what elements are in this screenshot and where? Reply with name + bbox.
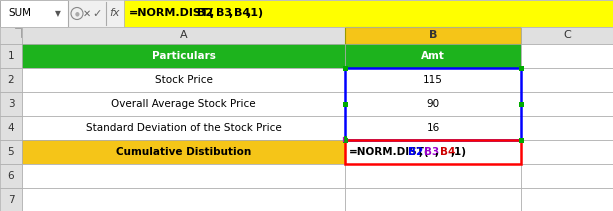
Bar: [22, 164, 345, 188]
Text: ▼: ▼: [55, 9, 61, 18]
Bar: [343, 138, 348, 142]
Text: B4: B4: [440, 147, 455, 157]
Text: 16: 16: [427, 123, 440, 133]
Bar: [519, 65, 524, 70]
Text: =NORM.DIST(: =NORM.DIST(: [129, 8, 215, 19]
Bar: [519, 101, 524, 107]
Text: =NORM.DIST(: =NORM.DIST(: [349, 147, 430, 157]
Text: ,: ,: [210, 8, 214, 19]
Text: A: A: [180, 31, 188, 41]
Bar: [521, 140, 613, 164]
Text: C: C: [563, 31, 571, 41]
Text: 6: 6: [8, 171, 14, 181]
Text: ,: ,: [435, 147, 438, 157]
Text: ✕: ✕: [83, 8, 91, 19]
Bar: [521, 92, 613, 116]
Bar: [0, 164, 22, 188]
Bar: [0, 92, 22, 116]
Bar: [22, 44, 345, 68]
Text: 115: 115: [423, 75, 443, 85]
Bar: [521, 116, 613, 140]
Bar: [521, 188, 613, 211]
Text: ✓: ✓: [93, 8, 102, 19]
Text: Stock Price: Stock Price: [154, 75, 213, 85]
Bar: [22, 68, 345, 92]
Bar: [22, 188, 345, 211]
Bar: [0, 0, 613, 27]
Bar: [521, 27, 613, 44]
Bar: [22, 27, 345, 44]
Text: 4: 4: [8, 123, 14, 133]
Bar: [345, 44, 521, 68]
Bar: [345, 164, 521, 188]
Text: ,1): ,1): [247, 8, 264, 19]
Bar: [0, 116, 22, 140]
Bar: [521, 68, 613, 92]
Bar: [521, 164, 613, 188]
Text: B4: B4: [234, 8, 251, 19]
Text: 90: 90: [427, 99, 440, 109]
Bar: [0, 68, 22, 92]
Bar: [0, 188, 22, 211]
Text: Cumulative Distibution: Cumulative Distibution: [116, 147, 251, 157]
Bar: [343, 65, 348, 70]
Text: ●: ●: [75, 11, 79, 16]
Text: 5: 5: [8, 147, 14, 157]
Text: SUM: SUM: [8, 8, 31, 19]
Text: B: B: [429, 31, 437, 41]
Bar: [0, 27, 22, 44]
Text: 3: 3: [8, 99, 14, 109]
Bar: [22, 140, 345, 164]
Bar: [22, 92, 345, 116]
Text: ,1): ,1): [451, 147, 466, 157]
Bar: [345, 140, 521, 164]
Bar: [345, 68, 521, 92]
Text: ,: ,: [228, 8, 232, 19]
Text: Amt: Amt: [421, 51, 445, 61]
Bar: [345, 116, 521, 140]
Text: fx: fx: [110, 8, 120, 19]
Bar: [22, 116, 345, 140]
Text: B2: B2: [408, 147, 423, 157]
Bar: [124, 0, 613, 27]
Text: B2: B2: [197, 8, 213, 19]
Bar: [0, 0, 68, 27]
Text: 7: 7: [8, 195, 14, 205]
Bar: [345, 140, 521, 164]
Text: 1: 1: [8, 51, 14, 61]
Bar: [345, 188, 521, 211]
Text: 2: 2: [8, 75, 14, 85]
Text: ,: ,: [419, 147, 422, 157]
Bar: [345, 27, 521, 44]
Bar: [0, 140, 22, 164]
Bar: [521, 44, 613, 68]
Bar: [0, 44, 22, 68]
Text: Overall Average Stock Price: Overall Average Stock Price: [111, 99, 256, 109]
Bar: [345, 68, 521, 140]
Bar: [519, 138, 524, 142]
Bar: [345, 92, 521, 116]
Text: Particulars: Particulars: [151, 51, 215, 61]
Text: B3: B3: [424, 147, 439, 157]
Text: B3: B3: [216, 8, 232, 19]
Text: Standard Deviation of the Stock Price: Standard Deviation of the Stock Price: [86, 123, 281, 133]
Bar: [343, 101, 348, 107]
